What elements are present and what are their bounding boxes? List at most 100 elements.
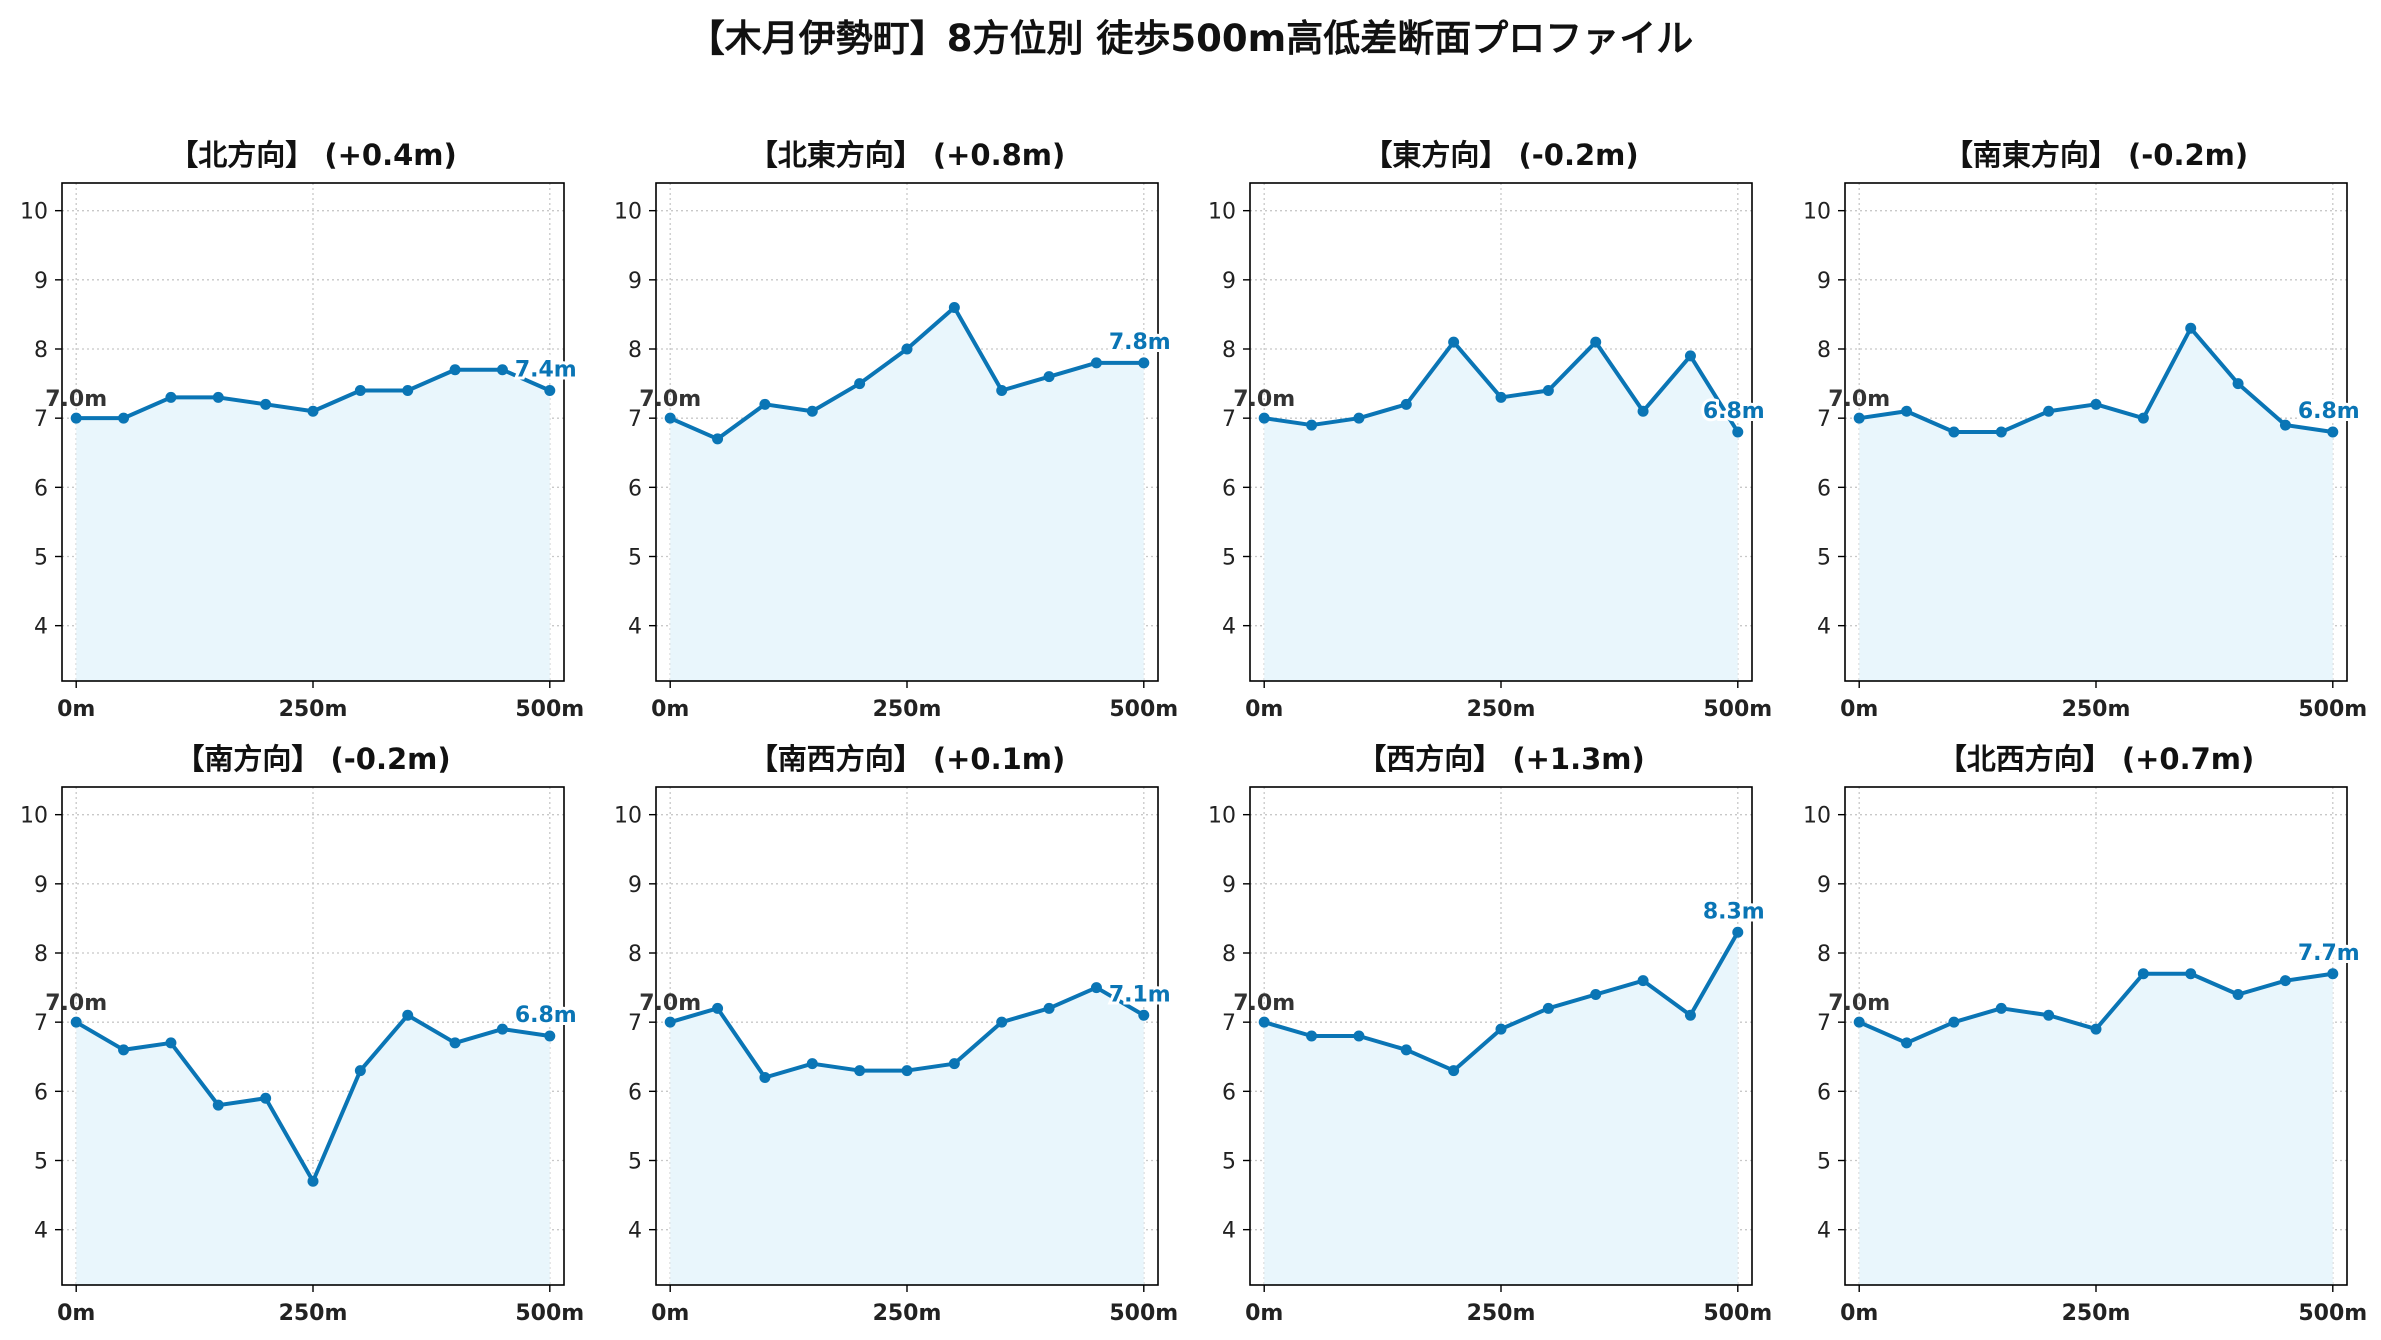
data-point <box>2232 989 2244 1000</box>
data-point <box>354 385 366 396</box>
data-point <box>1090 357 1102 369</box>
data-point <box>307 1175 319 1187</box>
data-point <box>1353 412 1365 424</box>
data-point <box>2043 405 2055 417</box>
data-point <box>70 1016 82 1028</box>
y-tick-label: 7 <box>1817 407 1831 432</box>
x-tick-label: 500m <box>1703 1301 1772 1326</box>
data-point <box>544 1030 556 1042</box>
y-tick-label: 5 <box>628 546 642 571</box>
x-tick-label: 250m <box>2062 697 2131 722</box>
y-tick-label: 4 <box>1817 1219 1831 1244</box>
data-point <box>1353 1030 1365 1042</box>
y-tick-label: 10 <box>1208 200 1236 225</box>
data-point <box>1448 1065 1460 1077</box>
data-point <box>759 1072 771 1083</box>
data-point <box>1732 426 1744 438</box>
data-point <box>1948 426 1960 438</box>
y-tick-label: 5 <box>1222 1150 1236 1175</box>
x-tick-label: 500m <box>2298 697 2367 722</box>
data-point <box>2090 398 2102 410</box>
y-tick-label: 5 <box>1817 1150 1831 1175</box>
end-value-label: 6.8m <box>1703 399 1765 424</box>
y-tick-label: 9 <box>1222 269 1236 294</box>
data-point <box>1853 1016 1865 1028</box>
y-tick-label: 4 <box>628 1219 642 1244</box>
data-point <box>1400 1044 1412 1056</box>
data-point <box>2043 1009 2055 1021</box>
data-point <box>1853 412 1865 424</box>
data-point <box>1495 1023 1507 1035</box>
x-tick-label: 500m <box>515 1301 584 1326</box>
data-point <box>449 364 461 376</box>
y-tick-label: 6 <box>1222 1080 1236 1105</box>
start-value-label: 7.0m <box>45 991 107 1016</box>
x-tick-label: 500m <box>515 697 584 722</box>
data-point <box>449 1037 461 1049</box>
x-tick-label: 0m <box>1840 697 1878 722</box>
y-tick-label: 8 <box>34 338 48 363</box>
data-point <box>664 1016 676 1028</box>
x-tick-label: 0m <box>1840 1301 1878 1326</box>
area-fill <box>670 307 1144 681</box>
panel-3: 【南東方向】 (-0.2m) 4 5 6 7 8 9 10 0m 250m 500m 7.0m 6.8m <box>1803 138 2367 722</box>
x-tick-label: 0m <box>57 697 95 722</box>
data-point <box>1495 391 1507 403</box>
y-tick-label: 5 <box>1222 546 1236 571</box>
x-tick-label: 250m <box>279 697 348 722</box>
data-point <box>1542 385 1554 396</box>
data-point <box>948 1058 960 1070</box>
y-tick-label: 10 <box>614 804 642 829</box>
start-value-label: 7.0m <box>1828 387 1890 412</box>
area-fill <box>670 987 1144 1285</box>
y-tick-label: 4 <box>34 1219 48 1244</box>
x-tick-label: 0m <box>1245 1301 1283 1326</box>
x-tick-label: 250m <box>2062 1301 2131 1326</box>
data-point <box>1138 357 1150 369</box>
area-fill <box>76 1015 550 1285</box>
end-value-label: 8.3m <box>1703 899 1765 924</box>
panel-5: 【南西方向】 (+0.1m) 4 5 6 7 8 9 10 0m 250m 500m 7.0m 7.1m <box>614 742 1178 1326</box>
data-point <box>1043 371 1055 383</box>
panel-title: 【北西方向】 (+0.7m) <box>1938 742 2255 776</box>
x-tick-label: 500m <box>1109 1301 1178 1326</box>
data-point <box>2232 378 2244 390</box>
data-point <box>402 1009 414 1021</box>
y-tick-label: 5 <box>34 1150 48 1175</box>
data-point <box>118 412 130 424</box>
panel-title: 【東方向】 (-0.2m) <box>1363 138 1638 172</box>
data-point <box>712 433 724 445</box>
data-point <box>1995 426 2007 438</box>
data-point <box>2185 968 2197 980</box>
end-value-label: 7.1m <box>1109 982 1171 1007</box>
y-tick-label: 6 <box>628 1080 642 1105</box>
x-tick-label: 250m <box>279 1301 348 1326</box>
y-tick-label: 7 <box>34 407 48 432</box>
panel-6: 【西方向】 (+1.3m) 4 5 6 7 8 9 10 0m 250m 500m 7.0m 8.3m <box>1208 742 1772 1326</box>
panel-4: 【南方向】 (-0.2m) 4 5 6 7 8 9 10 0m 250m 500m 7.0m 6.8m <box>20 742 584 1326</box>
x-tick-label: 250m <box>873 697 942 722</box>
panel-title: 【北東方向】 (+0.8m) <box>749 138 1066 172</box>
data-point <box>1258 1016 1270 1028</box>
data-point <box>948 302 960 313</box>
data-point <box>1138 1009 1150 1021</box>
start-value-label: 7.0m <box>45 387 107 412</box>
panel-0: 【北方向】 (+0.4m) 4 5 6 7 8 9 10 0m 250m 500m 7.0m 7.4m <box>20 138 584 722</box>
data-point <box>1948 1016 1960 1028</box>
y-tick-label: 9 <box>34 269 48 294</box>
data-point <box>1901 405 1913 417</box>
y-tick-label: 6 <box>34 476 48 501</box>
y-tick-label: 5 <box>1817 546 1831 571</box>
data-point <box>1684 1009 1696 1021</box>
y-tick-label: 7 <box>34 1011 48 1036</box>
start-value-label: 7.0m <box>1828 991 1890 1016</box>
data-point <box>901 343 913 355</box>
y-tick-label: 4 <box>1817 615 1831 640</box>
start-value-label: 7.0m <box>1233 387 1295 412</box>
y-tick-label: 6 <box>1817 476 1831 501</box>
panel-2: 【東方向】 (-0.2m) 4 5 6 7 8 9 10 0m 250m 500m 7.0m 6.8m <box>1208 138 1772 722</box>
y-tick-label: 7 <box>1817 1011 1831 1036</box>
y-tick-label: 4 <box>34 615 48 640</box>
y-tick-label: 4 <box>1222 615 1236 640</box>
